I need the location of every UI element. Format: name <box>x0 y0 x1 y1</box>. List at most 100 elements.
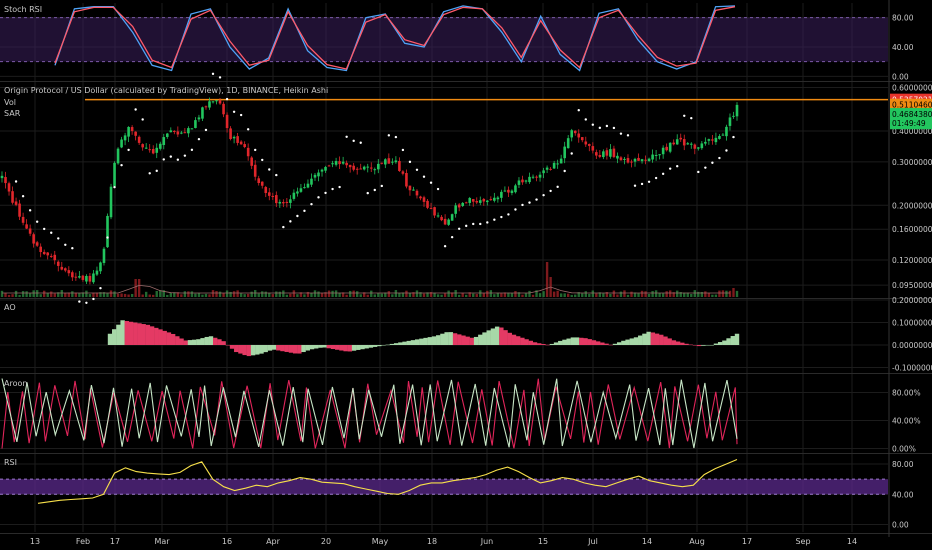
volume-bar <box>25 291 28 297</box>
candle-body <box>598 154 602 157</box>
volume-ma-line <box>2 284 730 294</box>
sar-dot <box>352 139 355 143</box>
volume-bar <box>482 293 485 297</box>
symbol-title[interactable]: Origin Protocol / US Dollar (calculated … <box>4 86 329 95</box>
ao-bar <box>659 334 664 345</box>
ao-bar <box>166 332 172 345</box>
candle-body <box>299 188 303 192</box>
candle-body <box>475 201 479 203</box>
candle-body <box>609 149 612 157</box>
ao-bar <box>722 340 727 345</box>
sar-dot <box>640 182 644 186</box>
volume-bar <box>545 262 549 297</box>
ao-bar <box>267 345 273 351</box>
date-tick-label: Sep <box>795 537 810 546</box>
volume-bar <box>595 293 598 297</box>
candle-body <box>60 266 64 270</box>
candle-body <box>443 218 447 225</box>
volume-bar <box>190 291 194 297</box>
volume-bar <box>535 290 538 297</box>
candle-body <box>384 159 387 165</box>
volume-bar <box>668 290 672 297</box>
date-tick-label: 14 <box>847 537 857 546</box>
candle-body <box>732 115 735 117</box>
ao-bar <box>120 320 125 345</box>
ao-bar <box>440 333 445 345</box>
candle-body <box>327 165 331 167</box>
sar-dot <box>282 225 285 229</box>
candle-body <box>14 201 18 205</box>
volume-bar <box>574 294 577 297</box>
aroon-tick-label: 0.00% <box>892 445 916 454</box>
volume-bar <box>436 294 440 297</box>
sar-dot <box>472 222 475 226</box>
candle-body <box>92 273 95 283</box>
volume-bar <box>317 291 320 297</box>
volume-bar <box>440 294 443 297</box>
volume-bar <box>387 291 391 297</box>
volume-bar <box>394 290 398 297</box>
aroon-tick-label: 80.00% <box>892 389 921 398</box>
ao-bar <box>532 342 538 345</box>
candle-body <box>236 136 239 143</box>
volume-bar <box>201 294 204 297</box>
ao-bar <box>221 341 226 345</box>
candle-body <box>151 148 155 154</box>
candle-body <box>528 176 531 183</box>
candle-body <box>422 197 426 202</box>
sar-dot <box>190 148 194 152</box>
volume-bar <box>542 291 545 297</box>
ao-bar <box>292 345 298 354</box>
volume-bar <box>155 290 158 297</box>
candle-body <box>633 158 637 162</box>
ao-bar <box>234 345 239 353</box>
candle-body <box>605 150 609 156</box>
ao-bar <box>621 340 626 345</box>
volume-bar <box>236 290 239 297</box>
volume-bar <box>14 290 18 297</box>
ao-bar <box>364 345 369 349</box>
ao-bar <box>499 327 504 345</box>
sar-dot <box>486 221 489 224</box>
candle-body <box>67 270 71 274</box>
volume-bar <box>282 290 285 297</box>
stoch-d-line <box>54 6 736 70</box>
sar-dot <box>626 134 630 137</box>
volume-bar <box>507 292 510 297</box>
candle-body <box>180 132 183 134</box>
volume-bar <box>35 290 39 297</box>
volume-bar <box>222 293 225 297</box>
volume-bar <box>683 292 686 297</box>
ao-bar <box>297 345 302 354</box>
sar-dot <box>683 114 686 118</box>
volume-bar <box>373 294 376 297</box>
volume-bar <box>232 291 236 297</box>
candle-body <box>25 224 28 229</box>
ao-bar <box>642 333 647 345</box>
candle-body <box>496 197 500 200</box>
ao-bar <box>170 333 176 345</box>
ao-bar <box>213 337 218 345</box>
date-tick-label: 18 <box>427 537 437 546</box>
sar-dot <box>605 124 609 128</box>
candle-body <box>267 192 271 196</box>
sar-label: SAR <box>4 109 21 118</box>
ao-bar <box>604 343 609 345</box>
candle-body <box>306 183 310 188</box>
ao-bar <box>486 330 491 345</box>
candle-body <box>464 202 468 204</box>
candle-body <box>619 157 623 161</box>
rsi-label: RSI <box>4 458 17 467</box>
candle-body <box>654 154 658 156</box>
volume-bar <box>109 290 113 297</box>
sar-dot <box>697 170 700 174</box>
volume-bar <box>239 293 243 297</box>
volume-bar <box>85 290 88 297</box>
ao-bar <box>709 345 714 346</box>
candle-body <box>500 191 503 198</box>
volume-bar <box>584 291 587 297</box>
candle-body <box>317 172 320 177</box>
ao-bar <box>608 344 613 346</box>
stoch-tick-label: 40.00 <box>892 43 914 52</box>
ao-bar <box>461 335 466 345</box>
